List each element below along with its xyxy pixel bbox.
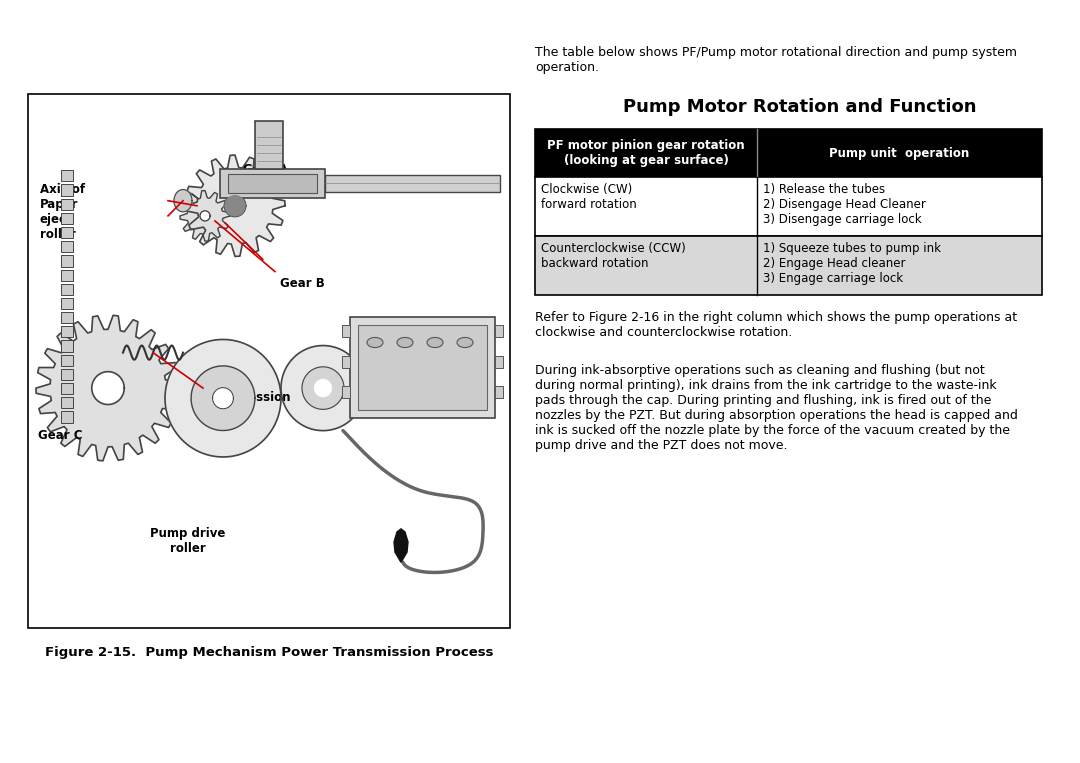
Text: Operating Principles: Operating Principles [9, 741, 161, 755]
Bar [60, 241, 73, 253]
Bar [60, 227, 73, 238]
Bar [60, 298, 73, 309]
Bar [60, 327, 73, 337]
Polygon shape [185, 155, 285, 256]
Text: Pump Motor Rotation and Function: Pump Motor Rotation and Function [623, 98, 976, 117]
Bar [535, 177, 1042, 236]
Text: Refer to Figure 2-16 in the right column which shows the pump operations at
cloc: Refer to Figure 2-16 in the right column… [535, 311, 1017, 339]
Bar [60, 383, 73, 394]
Text: 1) Release the tubes
2) Disengage Head Cleaner
3) Disengage carriage lock: 1) Release the tubes 2) Disengage Head C… [762, 183, 926, 227]
Text: Gear A: Gear A [243, 163, 288, 176]
Bar [228, 175, 318, 192]
Bar [60, 256, 73, 266]
Bar [60, 198, 73, 210]
Bar [357, 325, 487, 410]
Polygon shape [225, 195, 245, 216]
Text: Revision A: Revision A [994, 8, 1071, 22]
Text: Pump drive
roller: Pump drive roller [150, 527, 226, 555]
Text: Pump unit  operation: Pump unit operation [829, 146, 970, 159]
Polygon shape [191, 366, 255, 430]
Bar [60, 398, 73, 408]
Text: Gear B: Gear B [280, 277, 325, 290]
Polygon shape [197, 167, 273, 244]
Bar [60, 269, 73, 281]
Bar [60, 340, 73, 352]
Ellipse shape [397, 337, 413, 348]
Polygon shape [50, 330, 166, 447]
Bar [60, 213, 73, 224]
Bar [535, 236, 1042, 295]
Text: During ink-absorptive operations such as cleaning and flushing (but not
during n: During ink-absorptive operations such as… [535, 364, 1017, 452]
Text: 47: 47 [1053, 741, 1071, 755]
Bar [342, 356, 350, 368]
Polygon shape [187, 198, 222, 234]
Polygon shape [394, 529, 408, 562]
Bar [60, 170, 73, 182]
Polygon shape [314, 379, 332, 397]
Ellipse shape [367, 337, 383, 348]
Bar [342, 386, 350, 398]
Bar [60, 411, 73, 423]
Text: The table below shows PF/Pump motor rotational direction and pump system
operati: The table below shows PF/Pump motor rota… [535, 46, 1017, 74]
Ellipse shape [427, 337, 443, 348]
Polygon shape [302, 367, 345, 410]
Bar [495, 325, 503, 337]
Polygon shape [225, 195, 245, 217]
Text: Counterclockwise (CCW)
backward rotation: Counterclockwise (CCW) backward rotation [541, 242, 686, 270]
Text: 1) Squeeze tubes to pump ink
2) Engage Head cleaner
3) Engage carriage lock: 1) Squeeze tubes to pump ink 2) Engage H… [762, 242, 941, 285]
Polygon shape [36, 315, 180, 461]
Ellipse shape [174, 189, 192, 212]
Bar [60, 284, 73, 295]
Bar [60, 369, 73, 380]
Polygon shape [180, 191, 230, 241]
Text: PF motor pinion gear rotation
(looking at gear surface): PF motor pinion gear rotation (looking a… [548, 139, 745, 167]
Bar [495, 356, 503, 368]
Bar [255, 121, 283, 169]
Bar [325, 175, 500, 192]
Polygon shape [92, 372, 124, 404]
Bar [535, 129, 1042, 177]
Text: Axis of
Paper
eject
roller: Axis of Paper eject roller [40, 183, 85, 241]
Bar [350, 317, 495, 418]
Polygon shape [200, 211, 210, 221]
Text: Printer Mechanism Operation: Printer Mechanism Operation [430, 741, 650, 755]
Text: Figure 2-15.  Pump Mechanism Power Transmission Process: Figure 2-15. Pump Mechanism Power Transm… [44, 646, 494, 659]
Text: Compression
spring: Compression spring [205, 391, 291, 419]
Text: EPSON Stylus Scan 2500: EPSON Stylus Scan 2500 [9, 8, 192, 22]
Polygon shape [281, 346, 365, 430]
Bar [60, 312, 73, 324]
Ellipse shape [457, 337, 473, 348]
Bar [60, 355, 73, 365]
Bar [495, 386, 503, 398]
Polygon shape [165, 340, 281, 457]
Bar [28, 95, 510, 628]
Bar [220, 169, 325, 198]
Text: Clockwise (CW)
forward rotation: Clockwise (CW) forward rotation [541, 183, 637, 211]
Bar [60, 185, 73, 195]
Polygon shape [213, 388, 233, 409]
Text: Gear C: Gear C [38, 429, 82, 442]
Bar [342, 325, 350, 337]
